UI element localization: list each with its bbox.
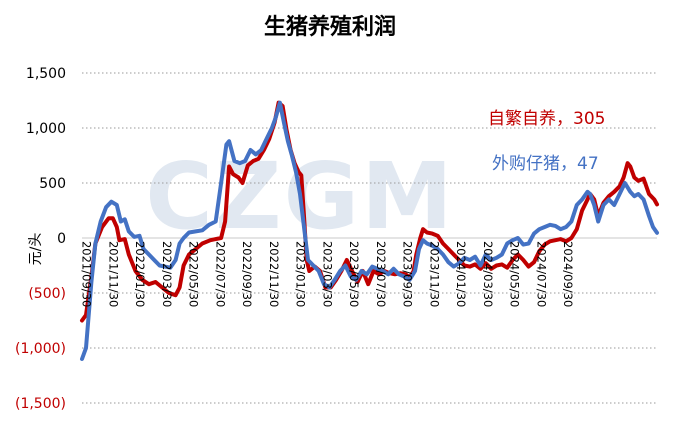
x-tick-label: 2022/09/30 <box>240 241 254 307</box>
series-annotation-1: 自繁自养，305 <box>488 109 605 129</box>
x-tick-label: 2023/11/30 <box>427 241 441 307</box>
chart-title: 生猪养殖利润 <box>264 14 396 40</box>
x-tick-label: 2024/09/30 <box>561 241 575 307</box>
series-line-1 <box>80 100 659 323</box>
y-tick-label: (1,500) <box>15 396 66 412</box>
x-tick-label: 2023/01/30 <box>294 241 308 307</box>
x-tick-label: 2023/03/30 <box>320 241 334 307</box>
x-tick-label: 2024/05/30 <box>508 241 522 307</box>
x-tick-label: 2022/07/30 <box>213 241 227 307</box>
x-tick-label: 2022/03/30 <box>160 241 174 307</box>
x-tick-label: 2021/11/30 <box>106 241 120 307</box>
x-tick-label: 2022/11/30 <box>267 241 281 307</box>
x-tick-label: 2023/09/30 <box>401 241 415 307</box>
x-tick-label: 2024/01/30 <box>454 241 468 307</box>
y-tick-label: 500 <box>39 176 66 192</box>
x-tick-label: 2022/01/30 <box>133 241 147 307</box>
x-tick-label: 2023/07/30 <box>374 241 388 307</box>
x-tick-label: 2024/03/30 <box>481 241 495 307</box>
y-tick-label: 1,500 <box>26 66 66 82</box>
x-tick-label: 2023/05/30 <box>347 241 361 307</box>
x-tick-label: 2024/07/30 <box>534 241 548 307</box>
series-annotation-2: 外购仔猪，47 <box>492 154 599 174</box>
y-tick-label: (1,000) <box>15 341 66 357</box>
x-tick-label: 2021/09/30 <box>80 241 94 307</box>
y-tick-label: 1,000 <box>26 121 66 137</box>
y-tick-label: (500) <box>28 286 66 302</box>
y-axis-label: 元/头 <box>28 233 44 266</box>
y-tick-label: 0 <box>57 231 66 247</box>
series-line-2 <box>80 100 659 361</box>
x-tick-label: 2022/05/30 <box>187 241 201 307</box>
